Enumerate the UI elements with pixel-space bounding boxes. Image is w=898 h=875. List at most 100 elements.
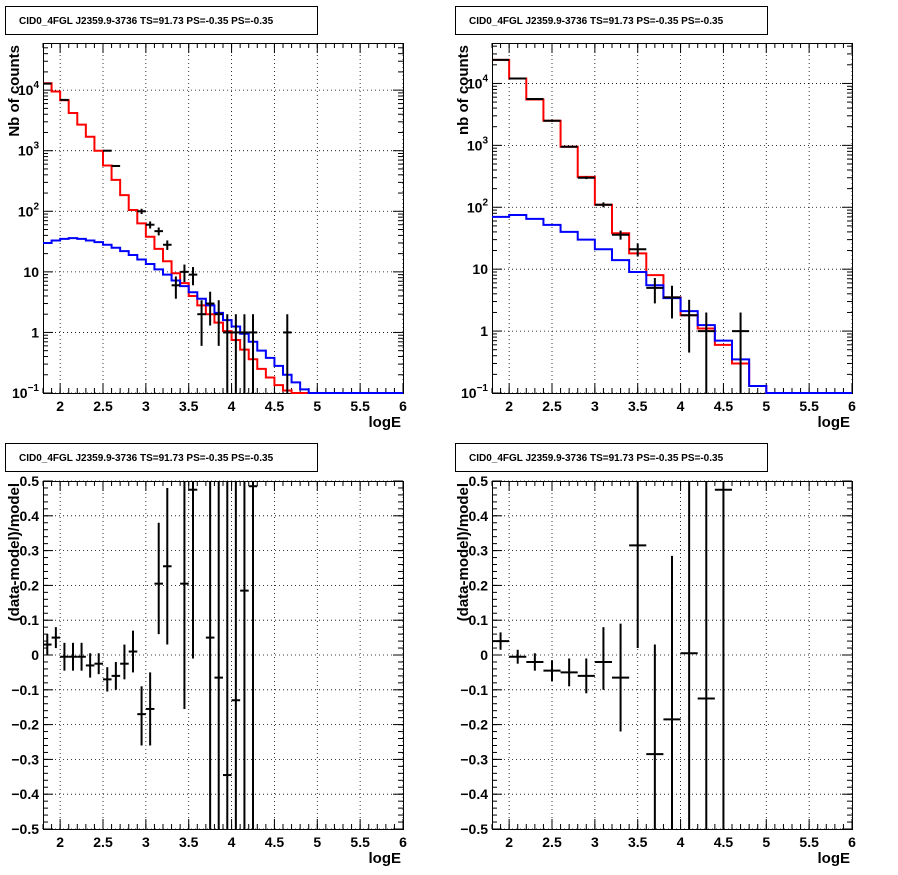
data-point (612, 230, 630, 240)
data-point (163, 240, 172, 250)
data-point (163, 487, 172, 645)
data-point (732, 312, 750, 393)
y-tick-label: 0.5 (20, 473, 40, 489)
chart-title: CID0_4FGL J2359.9-3736 TS=91.73 PS=-0.35… (19, 16, 274, 27)
data-point (526, 98, 544, 101)
data-point (594, 627, 612, 690)
data-point (154, 522, 163, 635)
y-tick-label: 0.5 (469, 473, 489, 489)
y-tick-label: −0.4 (11, 786, 39, 802)
data-point (663, 285, 681, 319)
data-point (697, 481, 715, 829)
x-tick-label: 2 (56, 398, 64, 414)
data-point (154, 227, 163, 236)
y-tick-label: 10−1 (461, 383, 488, 401)
data-point (492, 632, 510, 650)
data-point (128, 630, 138, 673)
data-point (60, 98, 69, 101)
y-tick-label: −0.2 (11, 717, 39, 733)
data-point (646, 644, 664, 829)
x-tick-label: 3.5 (179, 398, 199, 414)
x-axis-label: logE (818, 850, 851, 867)
y-tick-label: −0.2 (460, 717, 488, 733)
y-tick-label: 10−1 (12, 383, 39, 401)
x-tick-label: 4.5 (265, 398, 285, 414)
y-tick-label: 0.2 (469, 577, 489, 593)
y-tick-label: 1 (31, 324, 39, 340)
data-point (103, 149, 112, 152)
y-tick-label: 0.3 (469, 543, 489, 559)
data-point (509, 77, 527, 80)
data-point (137, 208, 146, 215)
y-tick-label: −0.4 (460, 786, 488, 802)
plot-frame (43, 481, 404, 830)
x-axis-label: logE (369, 414, 402, 431)
y-tick-label: 0.1 (20, 612, 40, 628)
data-point (68, 642, 78, 671)
data-point (223, 314, 232, 393)
chart-panel-1: CID0_4FGL J2359.9-3736 TS=91.73 PS=-0.35… (5, 6, 407, 431)
chart-title: CID0_4FGL J2359.9-3736 TS=91.73 PS=-0.35… (469, 453, 724, 464)
x-tick-label: 5 (762, 398, 770, 414)
y-axis-label: (data-model)/model (455, 483, 472, 621)
x-tick-label: 4 (677, 398, 685, 414)
data-point (680, 481, 698, 829)
data-point (231, 481, 241, 829)
x-tick-label: 6 (399, 398, 407, 414)
x-tick-label: 5 (313, 834, 321, 850)
data-point (188, 267, 198, 286)
title-box (455, 6, 768, 35)
data-point (223, 481, 232, 829)
chart-title: CID0_4FGL J2359.9-3736 TS=91.73 PS=-0.35… (469, 16, 724, 27)
x-tick-label: 4.5 (714, 398, 734, 414)
data-point (248, 481, 258, 829)
data-point (248, 314, 258, 393)
chart-panel-2: CID0_4FGL J2359.9-3736 TS=91.73 PS=-0.35… (455, 6, 856, 431)
y-tick-label: −0.1 (11, 682, 39, 698)
data-point (629, 481, 647, 649)
data-point (145, 672, 155, 746)
data-point (77, 642, 86, 671)
x-tick-label: 3 (142, 398, 150, 414)
x-tick-label: 3 (591, 834, 599, 850)
chart-panel-4: CID0_4FGL J2359.9-3736 TS=91.73 PS=-0.35… (455, 443, 856, 867)
data-point (137, 686, 146, 746)
data-point (214, 300, 223, 346)
x-tick-label: 2.5 (542, 398, 562, 414)
chart-title: CID0_4FGL J2359.9-3736 TS=91.73 PS=-0.35… (19, 453, 274, 464)
data-point (120, 644, 129, 680)
x-tick-label: 2 (505, 834, 513, 850)
data-point (240, 481, 249, 829)
title-box (5, 6, 318, 35)
data-point (205, 291, 215, 326)
data-point (663, 555, 681, 829)
y-axis-label: (data-model)/model (6, 483, 23, 621)
x-tick-label: 5 (313, 398, 321, 414)
x-tick-label: 4 (228, 834, 236, 850)
y-tick-label: 0.1 (469, 612, 489, 628)
y-axis-label: Nb of counts (6, 45, 23, 137)
x-tick-label: 2.5 (542, 834, 562, 850)
y-axis-label: nb of counts (455, 45, 472, 135)
data-point (43, 82, 52, 85)
data-point (60, 642, 69, 671)
chart-panel-3: CID0_4FGL J2359.9-3736 TS=91.73 PS=-0.35… (5, 443, 407, 867)
y-tick-label: 0.4 (20, 508, 40, 524)
y-tick-label: 0.3 (20, 543, 40, 559)
data-point (188, 481, 198, 659)
data-point (543, 119, 561, 122)
y-tick-label: −0.5 (11, 821, 39, 837)
data-point (51, 627, 61, 649)
title-box (5, 443, 318, 472)
data-point (577, 176, 595, 180)
x-tick-label: 6 (399, 834, 407, 850)
y-tick-label: 0 (480, 647, 488, 663)
data-point (560, 658, 578, 687)
data-point (560, 145, 578, 148)
y-tick-label: 0 (31, 647, 39, 663)
data-point (145, 221, 155, 229)
data-point (577, 658, 595, 694)
data-point (197, 300, 206, 346)
y-tick-label: 104 (467, 73, 489, 91)
